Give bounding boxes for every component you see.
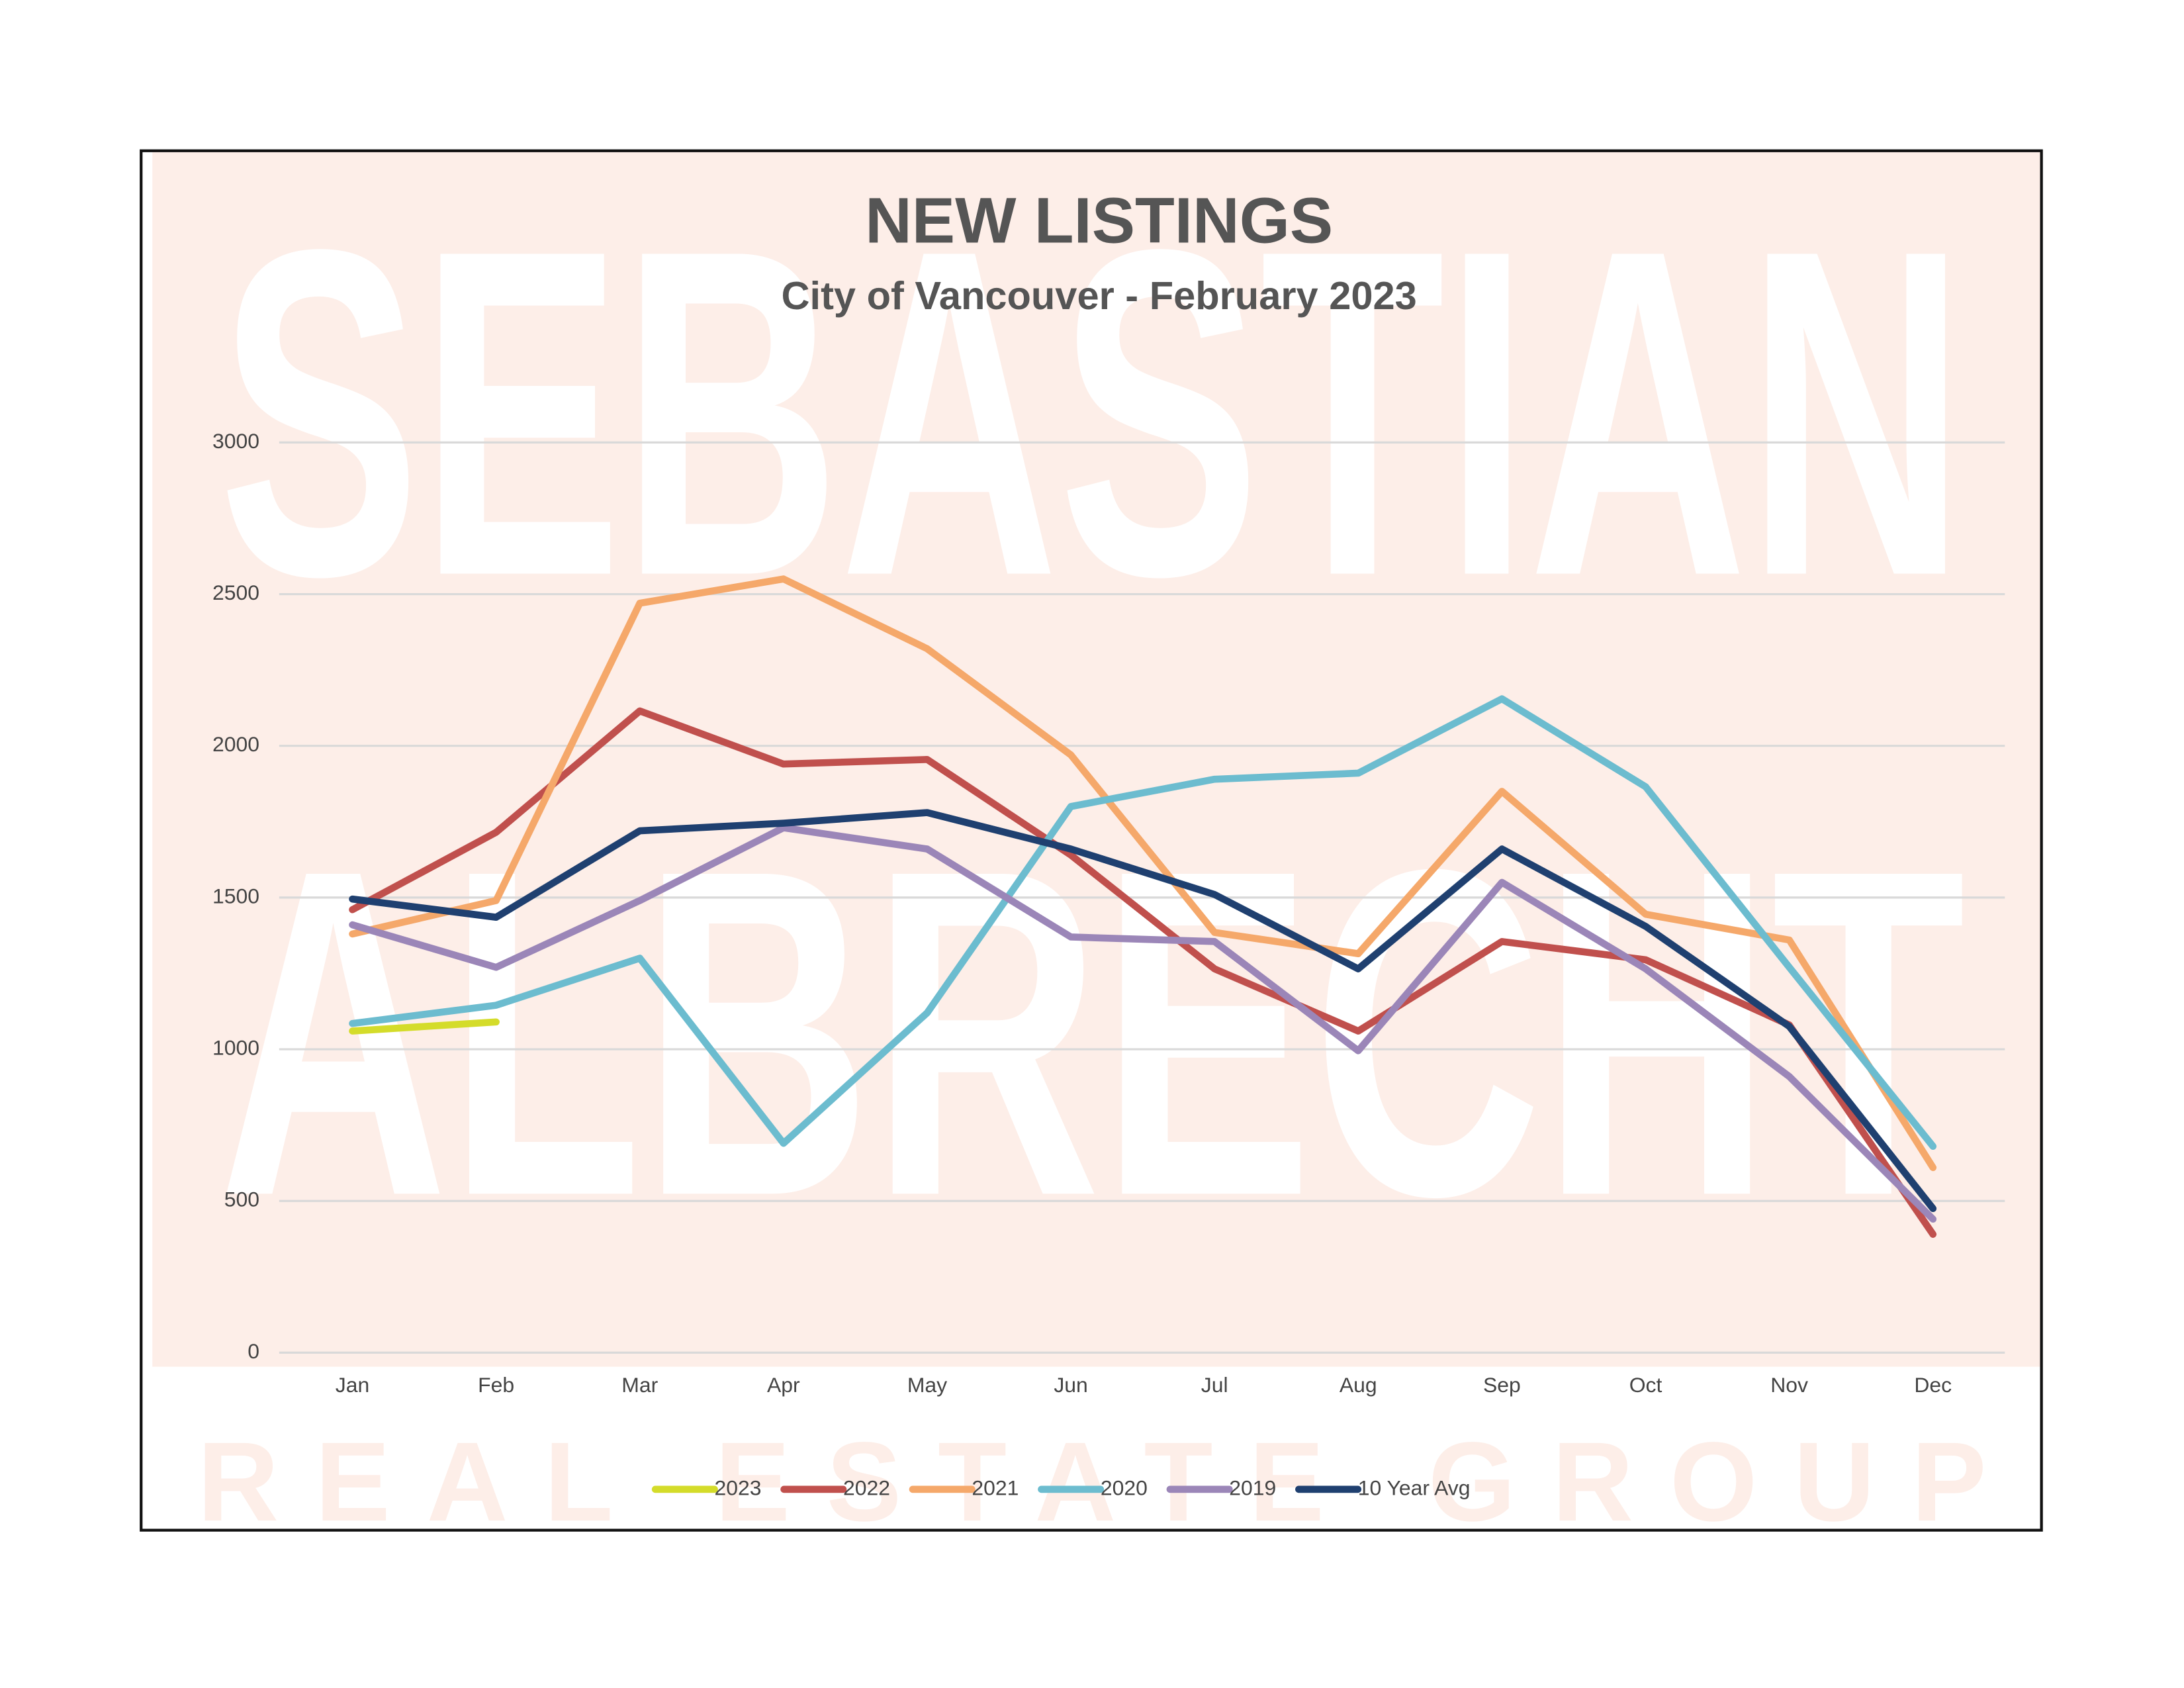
plot-background xyxy=(152,150,2040,1367)
series-line xyxy=(349,1018,500,1035)
watermark: ALBRECHT xyxy=(218,773,1965,1292)
y-tick-label: 1500 xyxy=(212,884,259,908)
legend-label: 2019 xyxy=(1229,1476,1276,1499)
x-tick-label: Jul xyxy=(1201,1373,1228,1397)
series-line xyxy=(349,707,1937,1238)
x-tick-label: Apr xyxy=(767,1373,800,1397)
series-line xyxy=(349,695,1937,1150)
legend-label: 2020 xyxy=(1101,1476,1148,1499)
x-tick-label: Feb xyxy=(478,1373,514,1397)
x-tick-label: Aug xyxy=(1340,1373,1377,1397)
y-tick-label: 0 xyxy=(248,1339,259,1363)
legend-label: 2023 xyxy=(715,1476,762,1499)
x-tick-label: Jan xyxy=(336,1373,369,1397)
y-tick-label: 3000 xyxy=(212,429,259,453)
x-tick-label: Oct xyxy=(1629,1373,1662,1397)
x-tick-label: Dec xyxy=(1914,1373,1952,1397)
y-tick-label: 2000 xyxy=(212,732,259,756)
watermark: REAL ESTATE GROUP xyxy=(197,1419,1986,1545)
legend-label: 2022 xyxy=(843,1476,890,1499)
chart-title: NEW LISTINGS xyxy=(865,183,1333,256)
series-line xyxy=(349,809,1937,1213)
frame xyxy=(140,149,2043,1532)
watermark: SEBASTIAN xyxy=(218,153,1965,673)
y-tick-label: 500 xyxy=(224,1188,259,1211)
chart-subtitle: City of Vancouver - February 2023 xyxy=(782,273,1417,318)
x-tick-label: May xyxy=(907,1373,947,1397)
y-tick-label: 1000 xyxy=(212,1035,259,1059)
x-tick-label: Mar xyxy=(621,1373,658,1397)
x-tick-label: Jun xyxy=(1054,1373,1087,1397)
legend-label: 10 Year Avg xyxy=(1358,1476,1471,1499)
y-tick-label: 2500 xyxy=(212,581,259,604)
x-tick-label: Nov xyxy=(1770,1373,1808,1397)
x-tick-label: Sep xyxy=(1483,1373,1521,1397)
legend-label: 2021 xyxy=(972,1476,1019,1499)
series-line xyxy=(349,575,1937,1172)
series-line xyxy=(349,824,1937,1223)
